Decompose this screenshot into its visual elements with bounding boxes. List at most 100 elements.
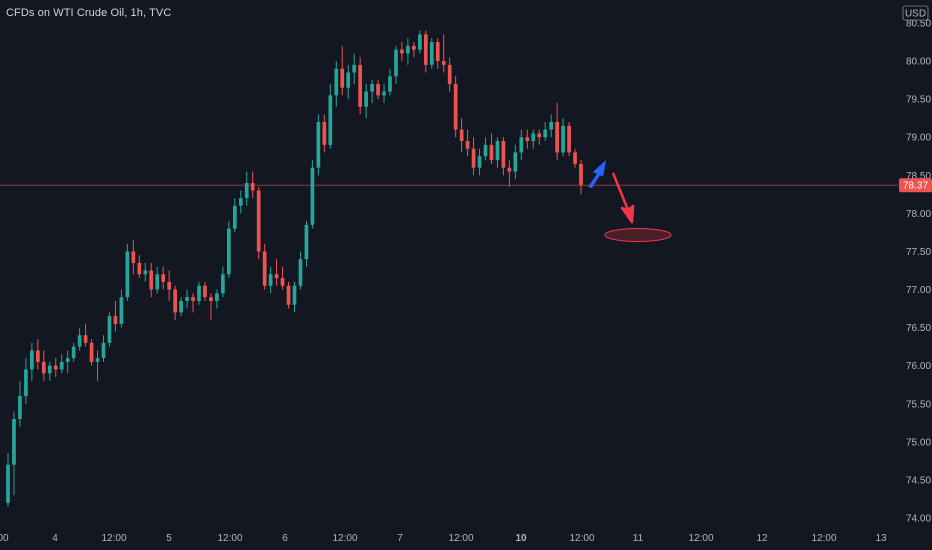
candle-body: [18, 396, 22, 419]
candle-body: [400, 49, 404, 54]
time-tick-label: 12:00: [569, 533, 594, 544]
price-tick-label: 78.00: [906, 209, 931, 220]
candle-body: [412, 45, 416, 50]
candle-body: [185, 297, 189, 301]
candle-body: [417, 34, 422, 50]
price-tick-label: 74.50: [906, 475, 931, 486]
candle-body: [435, 42, 440, 62]
price-tick-label: 75.00: [906, 437, 931, 448]
candle-body: [268, 274, 273, 286]
candle-body: [465, 141, 470, 149]
candle-body: [376, 83, 380, 96]
candle-body: [59, 361, 64, 370]
candle-body: [250, 182, 255, 191]
candle-body: [316, 122, 321, 168]
candle-body: [209, 297, 213, 301]
time-tick-label: 12: [756, 533, 768, 544]
drawings-layer[interactable]: [588, 160, 672, 242]
candle-body: [221, 274, 225, 294]
price-tick-label: 78.50: [906, 171, 931, 182]
candle-body: [238, 198, 243, 206]
candle-body: [131, 251, 136, 263]
candle-body: [459, 129, 464, 142]
candle-body: [167, 281, 172, 290]
target-ellipse[interactable]: [604, 228, 672, 242]
candle-body: [561, 125, 565, 153]
time-tick-label: 12:00: [811, 533, 836, 544]
candle-body: [262, 251, 267, 286]
candle-body: [274, 274, 279, 279]
candle-body: [549, 122, 554, 130]
candle-body: [137, 262, 142, 275]
candle-body: [12, 419, 16, 465]
candle-body: [328, 95, 333, 145]
candle-body: [322, 122, 327, 145]
candle-body: [232, 205, 237, 229]
candle-body: [280, 278, 285, 286]
candle-body: [113, 316, 118, 324]
candle-body: [429, 42, 434, 65]
candle-body: [77, 335, 82, 347]
price-tick-label: 77.00: [906, 285, 931, 296]
candle-body: [441, 61, 446, 65]
price-tick-label: 76.00: [906, 361, 931, 372]
candle-body: [161, 274, 166, 282]
candle-body: [501, 141, 506, 168]
currency-text: USD: [905, 9, 926, 20]
price-tick-label: 80.00: [906, 57, 931, 68]
price-tick-label: 76.50: [906, 323, 931, 334]
candle-body: [352, 64, 357, 73]
price-tick-label: 79.50: [906, 95, 931, 106]
candle-body: [149, 270, 154, 290]
candle-body: [298, 259, 303, 286]
candle-body: [35, 350, 40, 362]
time-tick-label: 12:00: [101, 533, 126, 544]
price-tick-label: 77.50: [906, 247, 931, 258]
time-tick-label: 12:00: [448, 533, 473, 544]
time-tick-label: 12:00: [332, 533, 357, 544]
currency-label[interactable]: USD: [902, 5, 929, 21]
candle-body: [215, 293, 219, 301]
candle-body: [334, 68, 339, 96]
candle-body: [292, 285, 297, 305]
candle-body: [346, 72, 351, 88]
candle-body: [453, 83, 458, 130]
time-tick-label: 13: [875, 533, 887, 544]
blue-up-arrow-icon[interactable]: [588, 160, 606, 188]
candle-body: [388, 76, 392, 92]
candle-body: [95, 358, 100, 362]
candle-body: [101, 342, 106, 359]
candle-body: [537, 133, 542, 138]
time-tick-label: 4: [52, 533, 58, 544]
time-tick-label: 11: [633, 533, 644, 544]
candle-body: [573, 152, 577, 164]
candle-body: [477, 156, 482, 168]
candle-body: [513, 152, 518, 172]
candle-body: [340, 68, 345, 88]
candle-body: [30, 350, 34, 370]
time-tick-label: 7: [397, 533, 403, 544]
red-down-arrow-icon[interactable]: [611, 172, 635, 224]
candles-layer: [6, 30, 583, 507]
candle-body: [483, 144, 488, 157]
time-tick-label: 12:00: [217, 533, 242, 544]
candle-body: [310, 167, 315, 225]
candle-body: [579, 163, 583, 186]
time-tick-label: 00: [0, 533, 9, 544]
price-tick-label: 75.50: [906, 399, 931, 410]
current-price-tag: 78.37: [899, 178, 932, 193]
candle-body: [531, 133, 536, 142]
candle-body: [125, 251, 130, 298]
price-tick-label: 79.00: [906, 133, 931, 144]
chart-title: CFDs on WTI Crude Oil, 1h, TVC: [6, 7, 172, 19]
candle-body: [394, 49, 398, 77]
candle-body: [543, 129, 548, 138]
candle-body: [155, 274, 160, 290]
price-axis[interactable]: 74.00 74.50 75.00 75.50 76.00 76.50 77.00 77.50…: [906, 19, 931, 525]
candle-body: [41, 361, 46, 374]
candle-body: [107, 316, 112, 343]
candle-body: [65, 358, 70, 362]
candle-body: [47, 365, 52, 374]
time-axis[interactable]: 00 4 12:00 5 12:00 6 12:00 7 12:00 10 12:00 11 12:00…: [0, 533, 887, 544]
